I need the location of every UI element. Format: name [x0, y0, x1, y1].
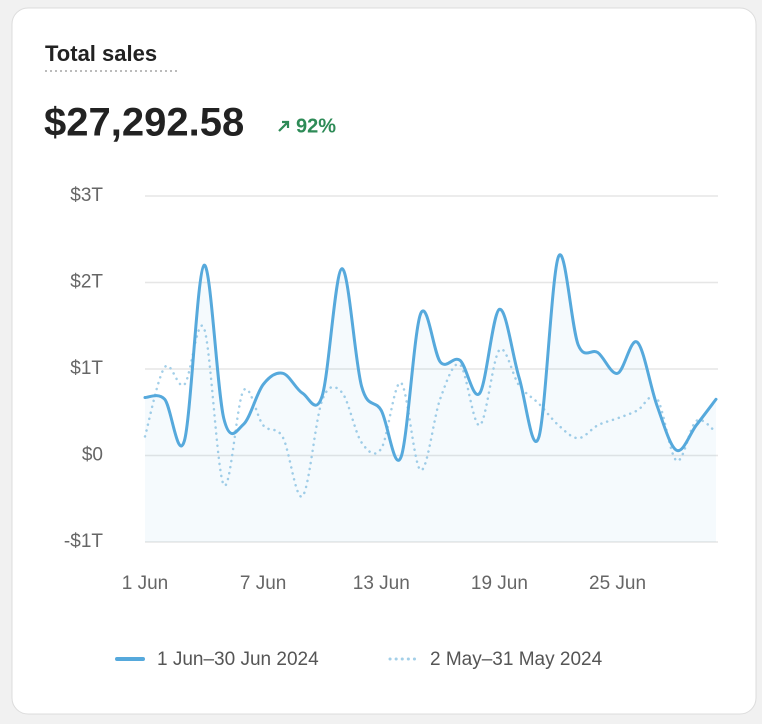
x-tick-label: 19 Jun [471, 573, 528, 594]
y-tick-label: $1T [70, 358, 103, 379]
series-line [143, 253, 718, 462]
y-tick-label: -$1T [64, 531, 103, 552]
x-tick-label: 1 Jun [122, 573, 168, 594]
card [11, 7, 757, 715]
change-percent: 92% [296, 115, 336, 137]
card-title[interactable]: Total sales [45, 41, 157, 66]
y-tick-label: $3T [70, 185, 103, 206]
legend-label: 2 May–31 May 2024 [430, 649, 603, 670]
x-tick-label: 7 Jun [240, 573, 286, 594]
x-tick-label: 25 Jun [589, 573, 646, 594]
legend-label: 1 Jun–30 Jun 2024 [157, 649, 319, 670]
x-tick-label: 13 Jun [353, 573, 410, 594]
up-arrow [278, 120, 290, 132]
total-value: $27,292.58 [44, 101, 244, 145]
y-tick-label: $0 [82, 445, 103, 466]
y-tick-label: $2T [70, 272, 103, 293]
